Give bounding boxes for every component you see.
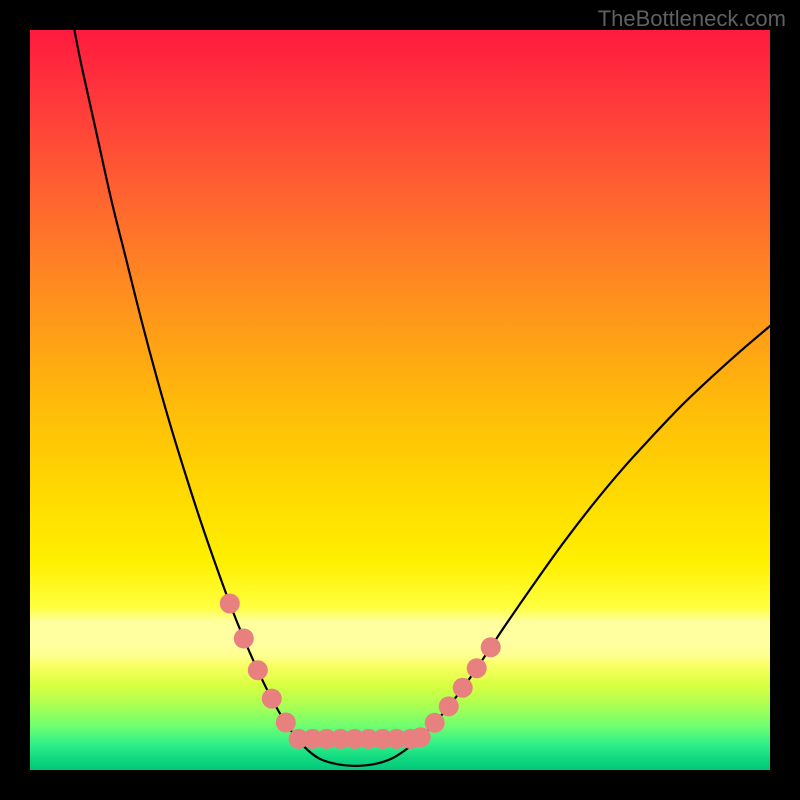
- bottleneck-curve: [74, 30, 770, 766]
- marker-dot: [439, 696, 459, 716]
- marker-dot: [425, 713, 445, 733]
- marker-dot: [411, 727, 431, 747]
- marker-dot: [453, 678, 473, 698]
- marker-dot: [467, 658, 487, 678]
- marker-dot: [276, 713, 296, 733]
- marker-dot: [248, 660, 268, 680]
- marker-dot: [262, 689, 282, 709]
- marker-dot: [234, 629, 254, 649]
- chart-frame: { "canvas": { "width": 800, "height": 80…: [0, 0, 800, 800]
- plot-area: [30, 30, 770, 770]
- marker-dot: [481, 637, 501, 657]
- marker-dot: [220, 594, 240, 614]
- marker-band: [220, 594, 501, 749]
- chart-overlay-svg: [30, 30, 770, 770]
- watermark-text: TheBottleneck.com: [598, 6, 786, 32]
